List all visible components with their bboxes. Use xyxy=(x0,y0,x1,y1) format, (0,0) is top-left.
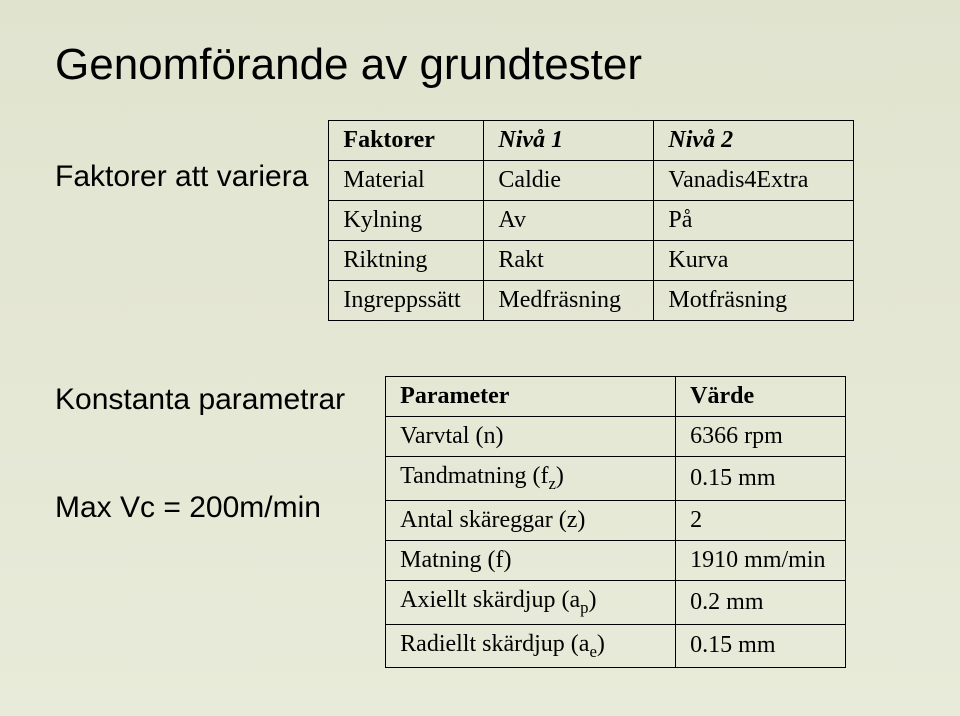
table-cell: Material xyxy=(329,161,484,201)
table-cell: Tandmatning (fz) xyxy=(386,457,676,501)
table-cell: Av xyxy=(484,201,654,241)
table-cell: Antal skäreggar (z) xyxy=(386,500,676,540)
table-cell: Radiellt skärdjup (ae) xyxy=(386,624,676,668)
table-cell: 6366 rpm xyxy=(676,417,846,457)
table-row: Tandmatning (fz) 0.15 mm xyxy=(386,457,846,501)
table-row: Ingreppssätt Medfräsning Motfräsning xyxy=(329,281,854,321)
table-row: Riktning Rakt Kurva xyxy=(329,241,854,281)
table-row: Parameter Värde xyxy=(386,377,846,417)
table-cell: 1910 mm/min xyxy=(676,540,846,580)
col-header: Värde xyxy=(676,377,846,417)
table-cell: Medfräsning xyxy=(484,281,654,321)
faktorer-heading: Faktorer att variera xyxy=(55,160,308,194)
table-row: Antal skäreggar (z) 2 xyxy=(386,500,846,540)
table-cell: Rakt xyxy=(484,241,654,281)
table-cell: Vanadis4Extra xyxy=(654,161,854,201)
table-cell: Ingreppssätt xyxy=(329,281,484,321)
table-cell: Kylning xyxy=(329,201,484,241)
slide-title: Genomförande av grundtester xyxy=(55,40,905,90)
table-row: Material Caldie Vanadis4Extra xyxy=(329,161,854,201)
table-cell: Varvtal (n) xyxy=(386,417,676,457)
faktorer-table: Faktorer Nivå 1 Nivå 2 Material Caldie V… xyxy=(328,120,854,321)
table-row: Faktorer Nivå 1 Nivå 2 xyxy=(329,121,854,161)
section-konstanta: Konstanta parametrar Max Vc = 200m/min P… xyxy=(55,376,905,668)
table-cell: Riktning xyxy=(329,241,484,281)
table-cell: Matning (f) xyxy=(386,540,676,580)
table-row: Radiellt skärdjup (ae) 0.15 mm xyxy=(386,624,846,668)
table-cell: 2 xyxy=(676,500,846,540)
table-cell: Motfräsning xyxy=(654,281,854,321)
konstanta-heading: Konstanta parametrar xyxy=(55,381,345,419)
col-header: Faktorer xyxy=(329,121,484,161)
table-row: Axiellt skärdjup (ap) 0.2 mm xyxy=(386,580,846,624)
table-cell: 0.2 mm xyxy=(676,580,846,624)
table-cell: Caldie xyxy=(484,161,654,201)
table-cell: På xyxy=(654,201,854,241)
table-cell: Kurva xyxy=(654,241,854,281)
table-row: Matning (f) 1910 mm/min xyxy=(386,540,846,580)
table-row: Varvtal (n) 6366 rpm xyxy=(386,417,846,457)
table-cell: 0.15 mm xyxy=(676,624,846,668)
col-header: Nivå 2 xyxy=(654,121,854,161)
table-cell: Axiellt skärdjup (ap) xyxy=(386,580,676,624)
table-row: Kylning Av På xyxy=(329,201,854,241)
table-cell: 0.15 mm xyxy=(676,457,846,501)
parameter-table: Parameter Värde Varvtal (n) 6366 rpm Tan… xyxy=(385,376,846,668)
section-faktorer: Faktorer att variera Faktorer Nivå 1 Niv… xyxy=(55,120,905,321)
col-header: Parameter xyxy=(386,377,676,417)
max-vc-line: Max Vc = 200m/min xyxy=(55,489,345,527)
col-header: Nivå 1 xyxy=(484,121,654,161)
